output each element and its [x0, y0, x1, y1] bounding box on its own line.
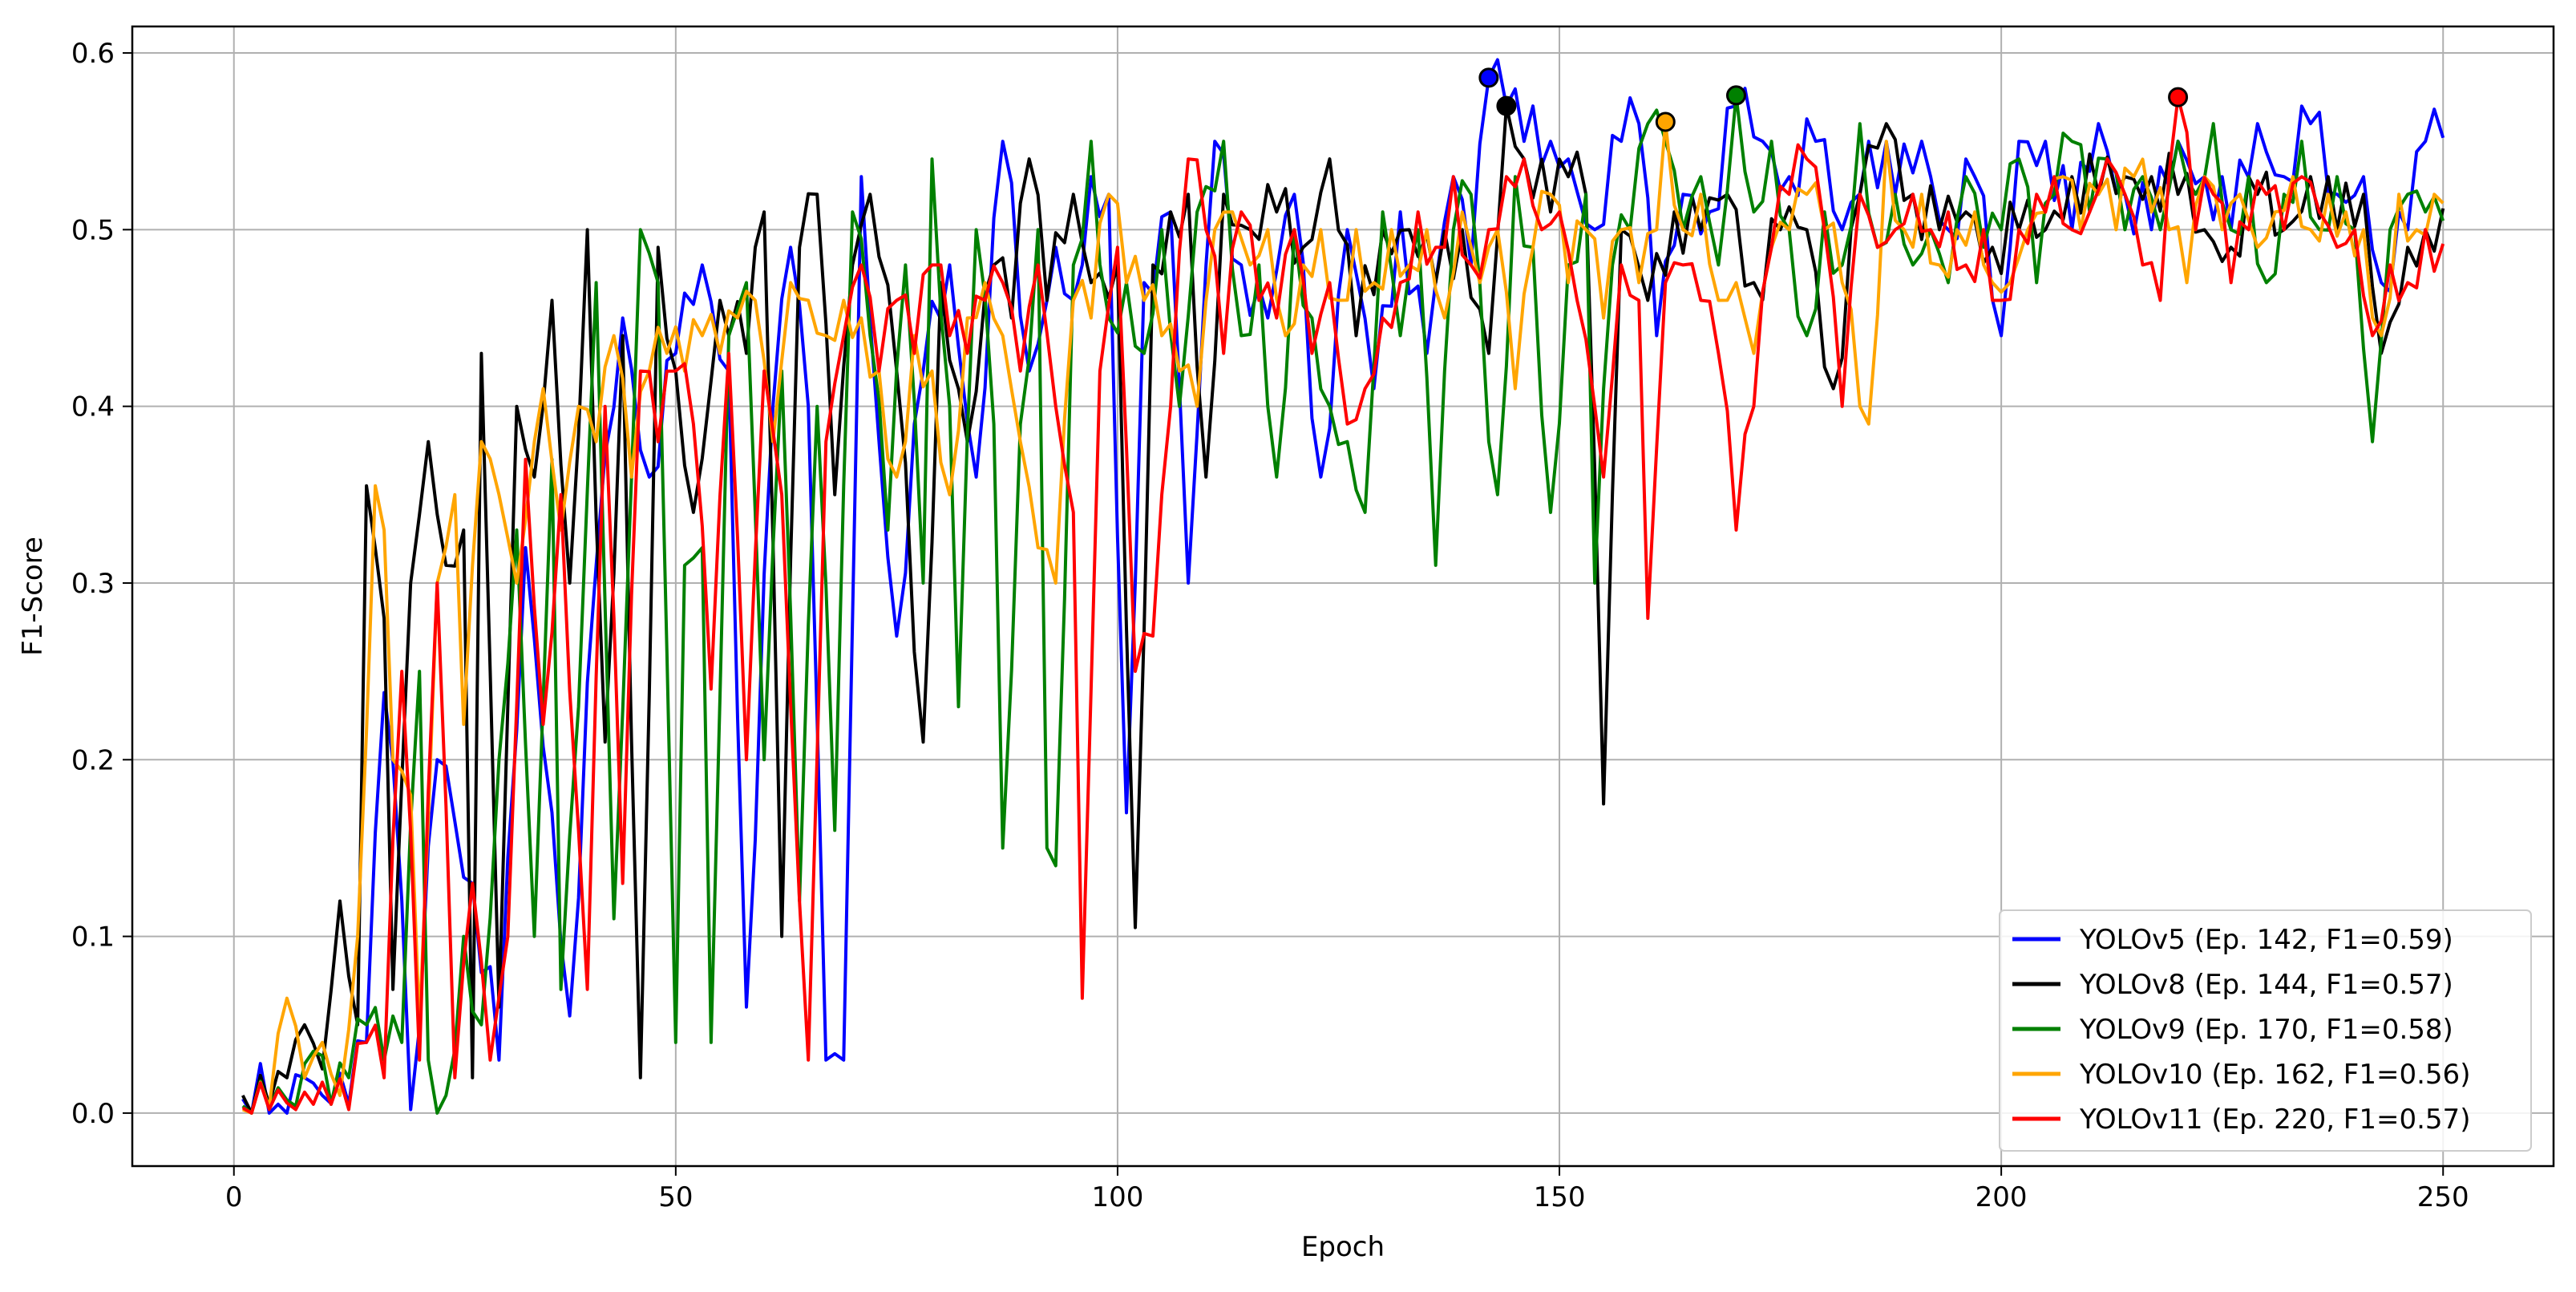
legend-box	[1999, 909, 2532, 1152]
series-line-1	[241, 104, 2445, 1115]
y-tick-label: 0.6	[71, 38, 115, 70]
legend-entry-label: YOLOv5 (Ep. 142, F1=0.59)	[2079, 924, 2453, 956]
series-line-4	[241, 95, 2445, 1115]
series-line-3	[242, 120, 2445, 1115]
legend-entry-label: YOLOv8 (Ep. 144, F1=0.57)	[2079, 969, 2453, 1001]
legend: YOLOv5 (Ep. 142, F1=0.59) YOLOv8 (Ep. 144…	[1999, 909, 2532, 1152]
best-marker-0	[1478, 67, 1499, 88]
series-lines	[241, 58, 2445, 1115]
legend-entry-label: YOLOv11 (Ep. 220, F1=0.57)	[2079, 1104, 2470, 1136]
y-axis-label: F1-Score	[17, 537, 49, 656]
y-tick-label: 0.5	[71, 214, 115, 246]
legend-entry-label: YOLOv10 (Ep. 162, F1=0.56)	[2079, 1059, 2470, 1091]
series-line-2	[241, 93, 2445, 1115]
y-tick-label: 0.2	[71, 744, 115, 776]
best-marker-2	[1725, 85, 1746, 106]
x-tick-label: 150	[1534, 1181, 1586, 1213]
x-tick-label: 0	[225, 1181, 243, 1213]
axis-ticks: 0 50 100 150 200 250 0.0 0.1 0.2 0.3 0.4 0.5 0.6	[71, 38, 2469, 1213]
best-marker-3	[1655, 111, 1676, 132]
y-tick-label: 0.3	[71, 568, 115, 600]
x-tick-label: 50	[658, 1181, 693, 1213]
x-tick-label: 100	[1091, 1181, 1143, 1213]
best-epoch-markers	[1478, 67, 2189, 132]
y-tick-label: 0.1	[71, 921, 115, 954]
y-tick-label: 0.0	[71, 1098, 115, 1130]
plot-area-frame	[131, 25, 2555, 1168]
x-tick-label: 200	[1975, 1181, 2028, 1213]
x-tick-label: 250	[2417, 1181, 2469, 1213]
best-marker-1	[1496, 95, 1517, 116]
x-axis-label: Epoch	[1301, 1231, 1385, 1263]
best-marker-4	[2168, 87, 2189, 107]
y-tick-label: 0.4	[71, 391, 115, 423]
legend-entry-label: YOLOv9 (Ep. 170, F1=0.58)	[2079, 1014, 2453, 1046]
